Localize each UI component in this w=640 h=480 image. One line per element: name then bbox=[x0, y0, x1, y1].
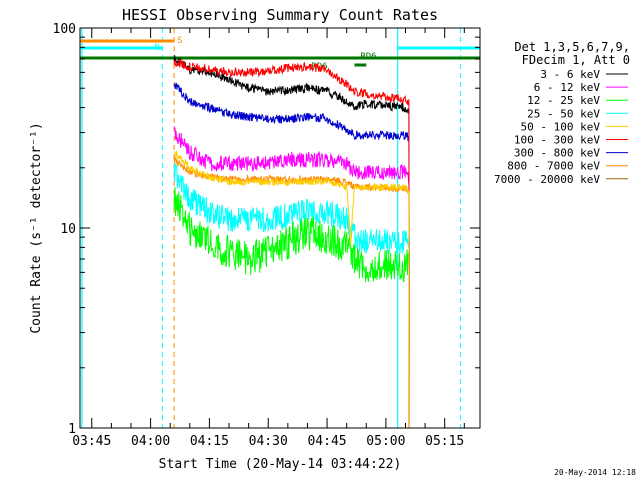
series-group bbox=[173, 55, 410, 429]
y-axis-label: Count Rate (s⁻¹ detector⁻¹) bbox=[29, 122, 44, 333]
legend-entry-label: 800 - 7000 keV bbox=[507, 160, 600, 173]
x-tick-label: 04:15 bbox=[190, 434, 229, 449]
footer-date: 20-May-2014 12:18 bbox=[554, 468, 636, 477]
series-line bbox=[173, 150, 410, 429]
x-tick-label: 04:00 bbox=[131, 434, 170, 449]
annotation-label: S bbox=[177, 36, 182, 46]
series-line bbox=[173, 187, 410, 429]
series-line bbox=[173, 55, 410, 429]
series-line bbox=[173, 156, 410, 429]
x-tick-label: 05:00 bbox=[366, 434, 405, 449]
legend-header: Det 1,3,5,6,7,9, bbox=[514, 40, 630, 54]
series-line bbox=[173, 125, 410, 429]
legend: Det 1,3,5,6,7,9,FDecim 1, Att 03 - 6 keV… bbox=[494, 40, 630, 186]
axes: 03:45 04:00 04:15 04:30 04:45 05:00 05:15 1 10 10… bbox=[53, 22, 481, 449]
x-axis-label: Start Time (20-May-14 03:44:22) bbox=[159, 457, 402, 472]
annotation-label: N bbox=[154, 43, 159, 53]
y-tick-label: 10 bbox=[60, 222, 76, 237]
x-tick-label: 05:15 bbox=[425, 434, 464, 449]
y-tick-label: 100 bbox=[53, 22, 76, 37]
legend-entry-label: 300 - 800 keV bbox=[514, 147, 600, 160]
x-tick-label: 04:30 bbox=[249, 434, 288, 449]
legend-entry-label: 12 - 25 keV bbox=[527, 94, 600, 107]
annotation-label: RD6 bbox=[360, 52, 376, 62]
x-tick-label: 04:45 bbox=[307, 434, 346, 449]
legend-entry-label: 7000 - 20000 keV bbox=[494, 173, 600, 186]
series-line bbox=[173, 59, 410, 429]
legend-entry-label: 6 - 12 keV bbox=[534, 81, 601, 94]
legend-entry-label: 50 - 100 keV bbox=[521, 120, 601, 133]
series-line bbox=[173, 82, 410, 429]
legend-header: FDecim 1, Att 0 bbox=[522, 53, 630, 67]
x-tick-label: 03:45 bbox=[72, 434, 111, 449]
legend-entry-label: 100 - 300 keV bbox=[514, 134, 600, 147]
legend-entry-label: 25 - 50 keV bbox=[527, 107, 600, 120]
y-tick-label: 1 bbox=[68, 422, 76, 437]
legend-entry-label: 3 - 6 keV bbox=[540, 68, 600, 81]
chart-title: HESSI Observing Summary Count Rates bbox=[122, 6, 438, 24]
series-line bbox=[173, 163, 410, 429]
